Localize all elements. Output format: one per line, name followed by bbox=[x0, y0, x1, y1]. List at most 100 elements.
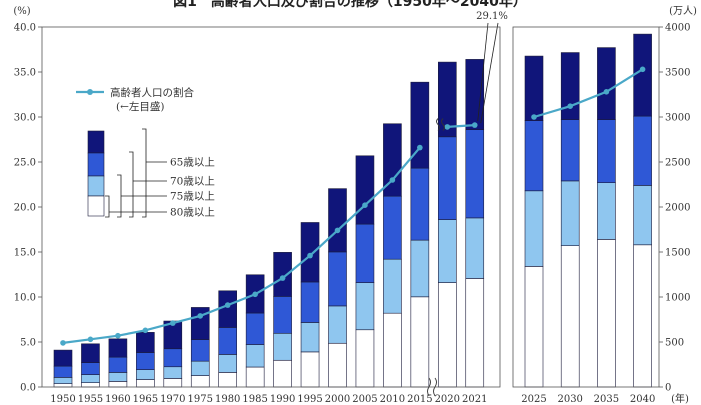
bar-segment bbox=[163, 366, 183, 379]
panel-historical: 1950 1955 1960 1965 1970 1975 1980 1985 1990 1995… bbox=[50, 11, 508, 405]
bar-segment bbox=[524, 190, 544, 267]
bar-segment bbox=[633, 185, 652, 246]
left-axis-tick-label: 5.0 bbox=[20, 338, 36, 349]
x-tick-label: 2040 bbox=[630, 394, 655, 405]
bar-segment bbox=[81, 374, 100, 383]
bar-segment bbox=[53, 365, 73, 378]
right-axis-tick-label: 3500 bbox=[665, 68, 690, 79]
line-break-mark bbox=[436, 118, 440, 131]
bar-segment bbox=[163, 348, 183, 368]
bar-segment bbox=[560, 180, 580, 246]
share-point bbox=[279, 275, 286, 281]
bar-segment bbox=[273, 332, 292, 361]
bar-segment bbox=[136, 332, 155, 353]
x-tick-label: 2035 bbox=[594, 394, 619, 405]
legend-block-segment bbox=[87, 152, 105, 177]
bar-segment bbox=[273, 252, 292, 297]
x-tick-label: 1960 bbox=[105, 394, 130, 405]
share-point bbox=[142, 327, 149, 334]
right-axis-tick-label: 1000 bbox=[665, 293, 690, 304]
legend-line-sub: (←左目盛) bbox=[116, 100, 165, 113]
right-axis-tick-label: 500 bbox=[665, 338, 684, 349]
left-axis-tick-label: 35.0 bbox=[14, 68, 36, 79]
bar-segment bbox=[81, 382, 100, 388]
annotation-leader bbox=[480, 22, 499, 124]
bar-segment bbox=[524, 120, 544, 192]
x-tick-label: 2015 bbox=[407, 394, 432, 405]
x-tick-label: 2020 bbox=[435, 394, 460, 405]
bar-segment bbox=[465, 217, 485, 279]
legend-label: 75歳以上 bbox=[170, 191, 215, 203]
bar-segment bbox=[410, 296, 430, 388]
legend-block-segment bbox=[87, 130, 105, 154]
share-point bbox=[603, 89, 610, 95]
x-tick-label: 1995 bbox=[297, 394, 322, 405]
left-axis-tick-label: 0.0 bbox=[20, 383, 36, 394]
share-point bbox=[389, 177, 396, 183]
bar-segment bbox=[597, 239, 616, 388]
bar-segment bbox=[633, 115, 652, 186]
bar-segment bbox=[560, 52, 580, 121]
bar-segment bbox=[273, 359, 292, 388]
page-title: 図1 高齢者人口及び割合の推移（1950年〜2040年） bbox=[173, 0, 527, 10]
bar-segment bbox=[190, 360, 210, 376]
share-line bbox=[62, 146, 421, 344]
share-point bbox=[567, 103, 573, 109]
axes: 0.0 5.0 10.0 15.0 20.0 25.0 30.0 35.0 40.0 (%) 0 50… bbox=[13, 5, 697, 405]
bar-segment bbox=[383, 258, 402, 314]
panel-projection: 2025 2030 2035 2040 bbox=[521, 33, 655, 405]
bar-segment bbox=[81, 343, 100, 363]
left-axis-unit: (%) bbox=[13, 6, 30, 17]
bar-segment bbox=[465, 59, 485, 130]
bar-segment bbox=[273, 296, 292, 334]
bar-segment bbox=[437, 219, 457, 283]
bar-segment bbox=[218, 354, 237, 373]
bar-segment bbox=[245, 312, 265, 345]
bar-segment bbox=[383, 123, 402, 197]
bar-segment bbox=[328, 188, 347, 253]
legend-line-marker bbox=[87, 89, 93, 95]
annotation-leader bbox=[477, 22, 489, 122]
bar-segment bbox=[53, 377, 73, 384]
bar-segment bbox=[300, 351, 320, 388]
right-axis-unit: (万人) bbox=[669, 5, 697, 17]
x-tick-label: 1950 bbox=[50, 394, 75, 405]
bar-segment bbox=[328, 305, 347, 344]
bar-segment bbox=[190, 307, 210, 340]
right-axis-tick-label: 2000 bbox=[665, 203, 690, 214]
right-axis-tick-label: 1500 bbox=[665, 248, 690, 259]
bar-segment bbox=[300, 281, 320, 323]
legend-label: 65歳以上 bbox=[170, 157, 215, 169]
bar-segment bbox=[410, 81, 430, 169]
x-tick-label: 1980 bbox=[215, 394, 240, 405]
x-tick-label: 1985 bbox=[242, 394, 267, 405]
x-tick-label: 1955 bbox=[78, 394, 103, 405]
bar-segment bbox=[597, 47, 616, 120]
share-point bbox=[87, 336, 94, 343]
legend-label: 80歳以上 bbox=[170, 207, 215, 219]
x-tick-label: 2030 bbox=[557, 394, 582, 405]
legend-block-segment bbox=[87, 195, 105, 217]
legend-bracket bbox=[142, 128, 147, 218]
bar-segment bbox=[597, 182, 616, 240]
left-axis-tick-label: 25.0 bbox=[14, 158, 36, 169]
bar-segment bbox=[218, 327, 237, 355]
share-point bbox=[197, 313, 204, 319]
bar-segment bbox=[53, 349, 73, 367]
bar-segment bbox=[524, 55, 544, 121]
left-axis-tick-label: 40.0 bbox=[14, 23, 36, 34]
share-point bbox=[115, 332, 121, 339]
bar-segment bbox=[136, 379, 155, 388]
share-point bbox=[334, 227, 341, 234]
share-point bbox=[639, 66, 646, 73]
bar-segment bbox=[300, 222, 320, 283]
x-tick-label: 1975 bbox=[188, 394, 213, 405]
bar-segment bbox=[560, 119, 580, 182]
bar-segment bbox=[437, 282, 457, 388]
line-break-mark bbox=[441, 118, 445, 131]
bar-segment bbox=[53, 383, 73, 388]
left-axis-tick-label: 15.0 bbox=[14, 248, 36, 259]
right-axis-tick-label: 4000 bbox=[665, 23, 690, 34]
bar-segment bbox=[108, 338, 128, 358]
